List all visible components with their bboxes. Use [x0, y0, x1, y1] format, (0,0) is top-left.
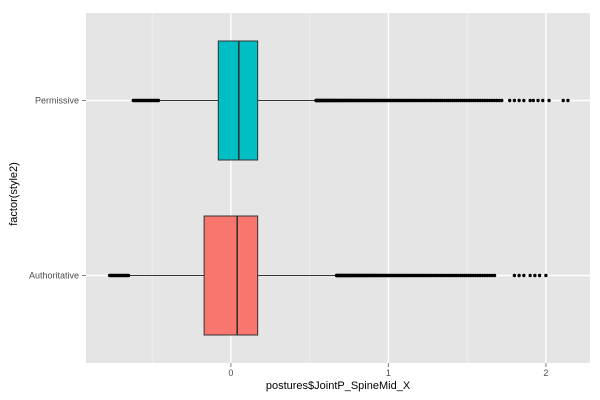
outlier-point [541, 98, 545, 103]
outlier-point [537, 273, 542, 278]
outlier-point [533, 273, 537, 278]
y-axis-title: factor(style2) [8, 162, 20, 226]
outlier-point [480, 98, 485, 103]
outlier-point [495, 98, 499, 103]
outlier-point [500, 98, 504, 103]
outlier-point [566, 98, 570, 103]
box-iqr [203, 215, 259, 336]
outlier-point [522, 98, 526, 103]
outlier-point [544, 273, 548, 278]
outlier-point [485, 98, 489, 103]
x-tick-label: 2 [543, 368, 548, 378]
outlier-point [490, 98, 494, 103]
outlier-point [507, 98, 512, 103]
outlier-point [487, 273, 492, 278]
outlier-point [492, 273, 497, 278]
outlier-point [480, 273, 485, 278]
outlier-point [517, 98, 521, 103]
x-tick-label: 0 [228, 368, 233, 378]
box-authoritative [107, 215, 548, 336]
outlier-point [492, 98, 497, 103]
box-plots [107, 40, 570, 336]
box-permissive [131, 40, 570, 161]
outlier-point [478, 273, 482, 278]
outlier-point [531, 98, 535, 103]
outlier-point [522, 273, 526, 278]
outlier-point [490, 273, 494, 278]
y-tick-label: Permissive [35, 96, 79, 106]
outlier-point [483, 98, 487, 103]
outlier-point [156, 98, 161, 103]
outlier-point [517, 273, 521, 278]
outlier-point [512, 98, 517, 103]
outlier-point [126, 273, 131, 278]
x-axis-title: postures$JointP_SpineMid_X [266, 380, 411, 392]
outlier-point [497, 98, 501, 103]
outlier-point [487, 98, 492, 103]
outlier-point [536, 98, 540, 103]
outlier-point [547, 98, 551, 103]
outlier-point [483, 273, 487, 278]
plot-panel [86, 13, 590, 363]
outlier-point [561, 98, 565, 103]
axis-ticks: 0 1 2 Authoritative Permissive [29, 96, 548, 379]
outlier-point [528, 273, 532, 278]
x-tick-label: 1 [386, 368, 391, 378]
y-tick-label: Authoritative [29, 271, 79, 281]
outlier-point [528, 98, 532, 103]
outlier-point [512, 273, 517, 278]
outlier-point [485, 273, 489, 278]
